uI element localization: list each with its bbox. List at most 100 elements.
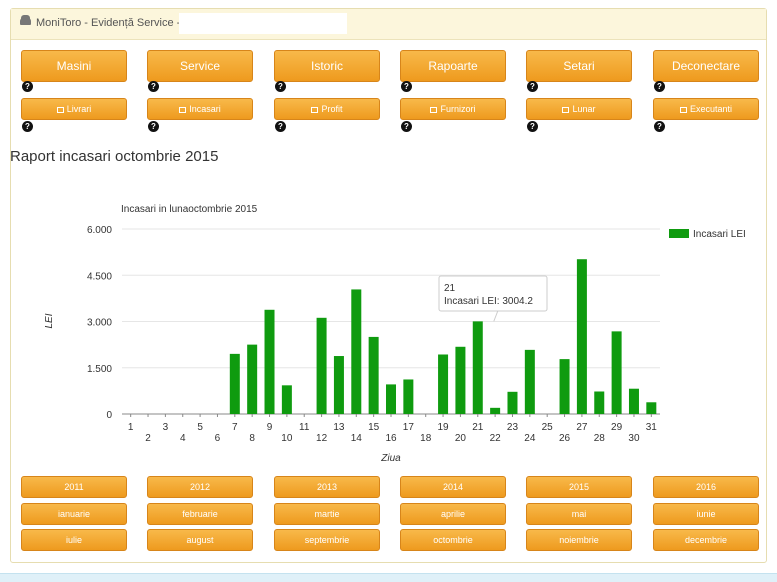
x-tick-label: 27 xyxy=(576,422,588,433)
month-august-button[interactable]: august xyxy=(147,529,253,551)
x-tick-label: 8 xyxy=(249,433,255,444)
line-chart-icon xyxy=(311,107,319,113)
sub-lunar-button-label: Lunar xyxy=(572,104,596,114)
month-ianuarie-button[interactable]: ianuarie xyxy=(21,503,127,525)
x-tick-label: 7 xyxy=(232,422,238,433)
bar-day-26 xyxy=(559,359,570,414)
x-tick-label: 1 xyxy=(128,422,134,433)
help-istoric-icon[interactable]: ? xyxy=(275,81,286,92)
month-aprilie-button[interactable]: aprilie xyxy=(400,503,506,525)
x-tick-label: 30 xyxy=(628,433,640,444)
sub-furnizori-button[interactable]: Furnizori xyxy=(400,98,506,120)
y-tick-label: 0 xyxy=(106,410,112,421)
year-2013-button[interactable]: 2013 xyxy=(274,476,380,498)
year-2015-button-label: 2015 xyxy=(568,482,590,492)
x-axis-label: Ziua xyxy=(380,453,401,464)
help-sub-lunar-icon[interactable]: ? xyxy=(527,121,538,132)
x-tick-label: 4 xyxy=(180,433,186,444)
tooltip-value: Incasari LEI: 3004.2 xyxy=(444,296,533,307)
bar-day-29 xyxy=(611,331,622,414)
nav-rapoarte-button[interactable]: Rapoarte xyxy=(400,50,506,82)
chart-title: Incasari in lunaoctombrie 2015 xyxy=(121,204,258,215)
month-aprilie-button-label: aprilie xyxy=(440,509,465,519)
main-panel: MoniToro - Evidență Service - xyxy=(10,8,767,563)
sitemap-icon xyxy=(430,107,438,113)
nav-masini-button-label: Masini xyxy=(56,59,92,73)
month-octombrie-button[interactable]: octombrie xyxy=(400,529,506,551)
x-tick-label: 12 xyxy=(316,433,328,444)
help-sub-profit-icon[interactable]: ? xyxy=(275,121,286,132)
bar-day-8 xyxy=(247,344,258,414)
year-2014-button[interactable]: 2014 xyxy=(400,476,506,498)
x-tick-label: 18 xyxy=(420,433,432,444)
help-sub-furnizori-icon[interactable]: ? xyxy=(401,121,412,132)
income-chart: Incasari in lunaoctombrie 2015 0 1.500 3.00… xyxy=(44,204,746,464)
month-iunie-button[interactable]: iunie xyxy=(653,503,759,525)
sub-furnizori-button-label: Furnizori xyxy=(440,104,476,114)
nav-setari-button-label: Setari xyxy=(563,59,595,73)
x-tick-label: 24 xyxy=(524,433,536,444)
sub-livrari-button[interactable]: Livrari xyxy=(21,98,127,120)
help-sub-executanti-icon[interactable]: ? xyxy=(654,121,665,132)
month-iulie-button[interactable]: iulie xyxy=(21,529,127,551)
nav-istoric-button[interactable]: Istoric xyxy=(274,50,380,82)
tooltip-day: 21 xyxy=(444,283,456,294)
nav-deconectare-button[interactable]: Deconectare xyxy=(653,50,759,82)
bar-day-31 xyxy=(646,402,657,414)
month-martie-button-label: martie xyxy=(314,509,340,519)
report-title: Raport incasari octombrie 2015 xyxy=(10,148,219,165)
help-sub-incasari-icon[interactable]: ? xyxy=(148,121,159,132)
help-masini-icon[interactable]: ? xyxy=(22,81,33,92)
money-icon xyxy=(179,107,187,113)
month-iulie-button-label: iulie xyxy=(65,535,82,545)
year-2015-button[interactable]: 2015 xyxy=(526,476,632,498)
bar-day-27 xyxy=(576,259,587,414)
year-2014-button-label: 2014 xyxy=(442,482,464,492)
year-2016-button-label: 2016 xyxy=(695,482,717,492)
month-septembrie-button[interactable]: septembrie xyxy=(274,529,380,551)
bar-day-10 xyxy=(281,385,292,414)
y-tick-label: 6.000 xyxy=(87,225,112,236)
y-tick-label: 3.000 xyxy=(87,318,112,329)
bar-day-22 xyxy=(490,407,501,414)
nav-service-button[interactable]: Service xyxy=(147,50,253,82)
year-2012-button[interactable]: 2012 xyxy=(147,476,253,498)
nav-setari-button[interactable]: Setari xyxy=(526,50,632,82)
sub-profit-button-label: Profit xyxy=(321,104,343,114)
sub-executanti-button[interactable]: Executanti xyxy=(653,98,759,120)
bar-day-21 xyxy=(472,321,483,414)
help-rapoarte-icon[interactable]: ? xyxy=(401,81,412,92)
sub-incasari-button[interactable]: Incasari xyxy=(147,98,253,120)
sub-lunar-button[interactable]: Lunar xyxy=(526,98,632,120)
bar-day-17 xyxy=(403,379,414,414)
help-sub-livrari-icon[interactable]: ? xyxy=(22,121,33,132)
month-noiembrie-button[interactable]: noiembrie xyxy=(526,529,632,551)
legend-swatch xyxy=(669,229,689,238)
month-februarie-button-label: februarie xyxy=(182,509,218,519)
help-deconectare-icon[interactable]: ? xyxy=(654,81,665,92)
bar-day-7 xyxy=(229,353,240,414)
x-tick-label: 11 xyxy=(299,422,310,433)
bar-day-23 xyxy=(507,391,518,414)
month-mai-button[interactable]: mai xyxy=(526,503,632,525)
month-martie-button[interactable]: martie xyxy=(274,503,380,525)
month-august-button-label: august xyxy=(186,535,214,545)
x-tick-label: 26 xyxy=(559,433,571,444)
help-service-icon[interactable]: ? xyxy=(148,81,159,92)
x-tick-label: 16 xyxy=(385,433,397,444)
month-februarie-button[interactable]: februarie xyxy=(147,503,253,525)
year-2013-button-label: 2013 xyxy=(316,482,338,492)
x-tick-label: 14 xyxy=(351,433,363,444)
month-octombrie-button-label: octombrie xyxy=(433,535,473,545)
year-2016-button[interactable]: 2016 xyxy=(653,476,759,498)
title-blank-field xyxy=(179,13,347,34)
sub-profit-button[interactable]: Profit xyxy=(274,98,380,120)
x-tick-label: 19 xyxy=(438,422,450,433)
x-tick-label: 25 xyxy=(542,422,554,433)
nav-masini-button[interactable]: Masini xyxy=(21,50,127,82)
y-tick-label: 1.500 xyxy=(87,364,112,375)
year-2011-button[interactable]: 2011 xyxy=(21,476,127,498)
month-decembrie-button[interactable]: decembrie xyxy=(653,529,759,551)
help-setari-icon[interactable]: ? xyxy=(527,81,538,92)
x-tick-label: 3 xyxy=(163,422,169,433)
